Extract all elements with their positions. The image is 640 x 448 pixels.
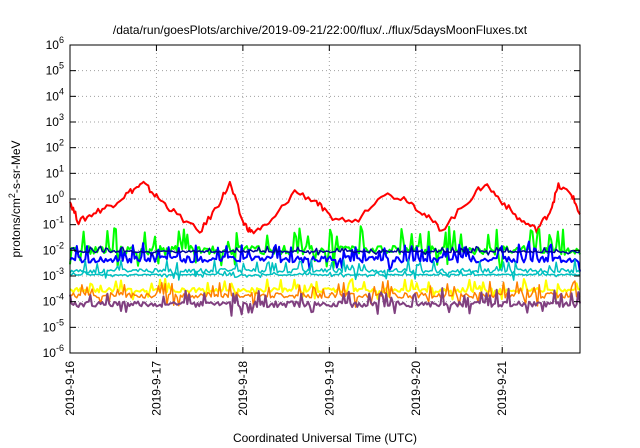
y-axis-label: protons/cm2-s-sr-MeV xyxy=(7,140,23,257)
y-tick-label: 10-5 xyxy=(43,317,64,334)
x-tick-label: 2019-9-21 xyxy=(495,361,509,416)
series-line-3 xyxy=(69,240,581,272)
x-tick-label: 2019-9-16 xyxy=(63,361,77,416)
y-tick-label: 101 xyxy=(46,163,64,180)
y-axis: 10-6 10-5 10-4 10-3 10-2 10-1 100 101 102 103 104 1… xyxy=(43,35,580,360)
x-tick-label: 2019-9-18 xyxy=(236,361,250,416)
series-layer xyxy=(69,180,581,317)
series-line-9 xyxy=(69,287,581,317)
y-tick-label: 10-1 xyxy=(43,215,64,232)
x-tick-label: 2019-9-17 xyxy=(149,361,163,416)
y-tick-label: 100 xyxy=(46,189,64,206)
x-tick-label: 2019-9-20 xyxy=(409,361,423,416)
grid xyxy=(70,45,580,353)
chart-title: /data/run/goesPlots/archive/2019-09-21/2… xyxy=(113,23,528,37)
series-line-2 xyxy=(69,225,581,270)
y-tick-label: 103 xyxy=(46,112,64,129)
series-line-1 xyxy=(69,180,581,235)
series-line-6 xyxy=(69,270,581,279)
series-line-7 xyxy=(69,277,581,301)
x-axis-label: Coordinated Universal Time (UTC) xyxy=(233,431,417,445)
y-tick-label: 106 xyxy=(46,35,64,52)
y-tick-label: 104 xyxy=(46,86,64,103)
y-tick-label: 10-4 xyxy=(43,292,64,309)
series-line-5 xyxy=(69,258,581,281)
x-tick-label: 2019-9-19 xyxy=(322,361,336,416)
series-line-4 xyxy=(69,245,581,257)
series-line-8 xyxy=(69,279,581,309)
y-tick-label: 105 xyxy=(46,61,64,78)
y-tick-label: 10-2 xyxy=(43,240,64,257)
x-axis: 2019-9-16 2019-9-17 2019-9-18 2019-9-19 2019… xyxy=(63,45,509,416)
y-tick-label: 10-3 xyxy=(43,266,64,283)
y-tick-label: 10-6 xyxy=(43,343,64,360)
y-tick-label: 102 xyxy=(46,138,64,155)
